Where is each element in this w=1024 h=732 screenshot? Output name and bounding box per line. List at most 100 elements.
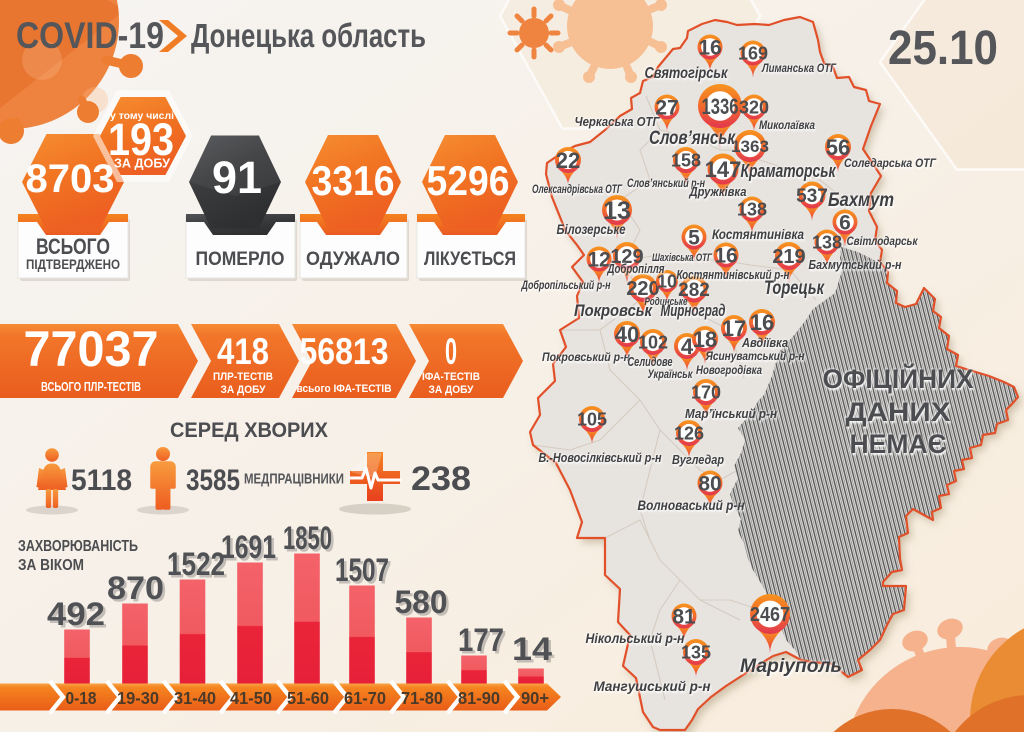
svg-text:Костянтинівський р-н: Костянтинівський р-н: [677, 268, 790, 282]
svg-text:135: 135: [681, 643, 711, 663]
svg-text:1691: 1691: [224, 532, 279, 568]
svg-text:56813: 56813: [300, 331, 389, 372]
svg-text:4: 4: [681, 334, 694, 359]
svg-text:138: 138: [812, 232, 842, 252]
svg-text:16: 16: [714, 245, 737, 268]
svg-text:8703: 8703: [26, 157, 115, 201]
svg-text:1691: 1691: [221, 529, 276, 565]
svg-text:Торецьк: Торецьк: [764, 278, 825, 299]
svg-text:126: 126: [674, 424, 704, 444]
svg-text:81-90: 81-90: [458, 688, 500, 708]
svg-text:Вугледар: Вугледар: [672, 452, 724, 467]
svg-text:177: 177: [461, 625, 507, 661]
svg-text:102: 102: [638, 333, 668, 353]
svg-text:1522: 1522: [167, 546, 225, 582]
svg-text:14: 14: [512, 631, 552, 667]
svg-text:418: 418: [217, 331, 269, 372]
svg-text:71-80: 71-80: [401, 688, 443, 708]
svg-text:Бахмутський р-н: Бахмутський р-н: [809, 258, 902, 272]
svg-text:1336: 1336: [702, 94, 739, 119]
svg-text:22: 22: [556, 148, 580, 173]
svg-text:27: 27: [655, 97, 678, 120]
svg-text:17: 17: [722, 316, 746, 341]
svg-text:Білозерське: Білозерське: [557, 221, 626, 237]
svg-text:ПЛР-ТЕСТІВ: ПЛР-ТЕСТІВ: [213, 371, 273, 383]
svg-text:Ясинуватський р-н: Ясинуватський р-н: [705, 349, 805, 363]
svg-text:ЗА ДОБУ: ЗА ДОБУ: [221, 384, 266, 396]
svg-text:Покровський р-н: Покровський р-н: [542, 350, 631, 364]
svg-text:2467: 2467: [750, 604, 790, 626]
svg-text:ВСЬОГО: ВСЬОГО: [36, 234, 110, 259]
svg-text:16: 16: [750, 310, 774, 335]
svg-text:6: 6: [839, 212, 851, 235]
svg-text:Дружківка: Дружківка: [689, 184, 747, 199]
svg-text:81: 81: [672, 606, 696, 629]
svg-text:492: 492: [50, 599, 108, 635]
svg-text:Донецька область: Донецька область: [191, 17, 426, 54]
svg-text:41-50: 41-50: [230, 688, 272, 708]
svg-text:ДАНИХ: ДАНИХ: [846, 397, 951, 427]
svg-text:129: 129: [610, 246, 643, 268]
svg-text:105: 105: [577, 410, 607, 430]
svg-text:580: 580: [397, 587, 450, 623]
svg-text:91: 91: [212, 152, 262, 203]
svg-text:12: 12: [587, 249, 610, 272]
svg-text:14: 14: [515, 634, 555, 670]
svg-text:320: 320: [739, 97, 769, 117]
svg-text:Родинське: Родинське: [645, 296, 688, 308]
svg-text:Слов’янський р-н: Слов’янський р-н: [627, 176, 706, 190]
svg-text:ІФА-ТЕСТІВ: ІФА-ТЕСТІВ: [422, 371, 480, 383]
svg-text:ВСЬОГО ПЛР-ТЕСТІВ: ВСЬОГО ПЛР-ТЕСТІВ: [41, 379, 141, 394]
svg-text:Мирноград: Мирноград: [661, 301, 726, 320]
svg-text:Мар’їнський р-н: Мар’їнський р-н: [685, 407, 777, 421]
svg-text:СЕРЕД ХВОРИХ: СЕРЕД ХВОРИХ: [170, 419, 328, 442]
svg-text:10: 10: [657, 272, 677, 292]
svg-text:Добропільський р-н: Добропільський р-н: [521, 278, 611, 292]
svg-text:ОФІЦІЙНИХ: ОФІЦІЙНИХ: [823, 363, 974, 394]
svg-text:40: 40: [615, 322, 639, 347]
svg-text:ОДУЖАЛО: ОДУЖАЛО: [306, 249, 400, 270]
svg-text:138: 138: [737, 199, 767, 219]
svg-text:5296: 5296: [427, 157, 510, 204]
svg-text:177: 177: [458, 622, 504, 658]
svg-text:Маріуполь: Маріуполь: [740, 656, 842, 677]
svg-text:Лиманська ОТГ: Лиманська ОТГ: [761, 61, 836, 75]
svg-text:870: 870: [110, 573, 167, 609]
svg-text:ЗА ДОБУ: ЗА ДОБУ: [114, 156, 171, 171]
svg-text:Соледарська ОТГ: Соледарська ОТГ: [844, 156, 937, 170]
svg-text:31-40: 31-40: [174, 688, 216, 708]
svg-text:1363: 1363: [731, 137, 769, 156]
svg-text:147: 147: [705, 157, 742, 182]
svg-text:0: 0: [445, 331, 457, 372]
svg-text:Черкаська ОТГ: Черкаська ОТГ: [575, 114, 661, 129]
svg-text:Олександрівська ОТГ: Олександрівська ОТГ: [532, 182, 622, 196]
svg-text:1507: 1507: [335, 552, 389, 588]
svg-text:Нікольський р-н: Нікольський р-н: [586, 631, 685, 646]
svg-text:80: 80: [698, 473, 721, 496]
svg-text:COVID-19: COVID-19: [16, 15, 164, 56]
svg-text:90+: 90+: [521, 688, 549, 708]
svg-text:169: 169: [738, 43, 768, 63]
svg-text:1522: 1522: [170, 549, 228, 585]
svg-text:238: 238: [411, 460, 471, 498]
svg-text:3585: 3585: [186, 464, 240, 497]
svg-text:всього ІФА-ТЕСТІВ: всього ІФА-ТЕСТІВ: [297, 383, 392, 395]
svg-text:1850: 1850: [286, 523, 335, 559]
svg-text:ЗА ВІКОМ: ЗА ВІКОМ: [18, 557, 84, 574]
svg-text:3316: 3316: [312, 157, 395, 204]
svg-text:ЗА ДОБУ: ЗА ДОБУ: [429, 384, 474, 396]
svg-text:Костянтинівка: Костянтинівка: [712, 226, 804, 242]
svg-text:у тому числі: у тому числі: [110, 110, 174, 122]
svg-text:51-60: 51-60: [287, 688, 329, 708]
svg-text:170: 170: [691, 383, 721, 403]
svg-text:537: 537: [796, 186, 828, 207]
svg-text:870: 870: [107, 570, 164, 606]
svg-text:Волноваський р-н: Волноваський р-н: [638, 498, 745, 513]
svg-text:19-30: 19-30: [117, 688, 159, 708]
svg-text:Добропілля: Добропілля: [607, 261, 665, 276]
svg-text:580: 580: [395, 584, 448, 620]
svg-text:61-70: 61-70: [344, 688, 386, 708]
svg-text:1507: 1507: [338, 555, 392, 591]
svg-text:158: 158: [671, 151, 701, 171]
svg-text:16: 16: [698, 37, 721, 60]
